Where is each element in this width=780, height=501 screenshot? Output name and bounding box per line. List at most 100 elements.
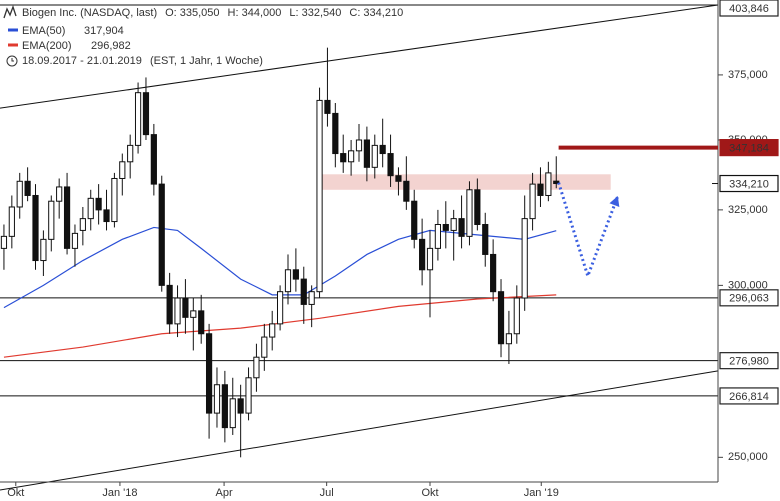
candle-body bbox=[505, 333, 513, 345]
x-tick-label: Jan '19 bbox=[524, 487, 559, 499]
candle-body bbox=[324, 99, 331, 114]
candle-body bbox=[403, 180, 410, 202]
level-box bbox=[719, 0, 779, 17]
target-box bbox=[719, 139, 779, 157]
candle-body bbox=[158, 183, 165, 286]
quote-low: L: 332,540 bbox=[289, 7, 341, 19]
last-price-label: 334,210 bbox=[729, 178, 769, 190]
candle-body bbox=[490, 253, 497, 293]
candle-body bbox=[48, 200, 55, 240]
candle-body bbox=[308, 291, 315, 305]
candle-body bbox=[71, 232, 79, 249]
level-label: 403,846 bbox=[729, 3, 769, 15]
resistance-zone bbox=[318, 174, 611, 190]
candle-body bbox=[521, 218, 528, 299]
legend-value: 317,904 bbox=[84, 25, 124, 37]
candle-body bbox=[442, 223, 449, 231]
candle-body bbox=[190, 310, 197, 318]
candle-body bbox=[332, 112, 339, 155]
period: 18.09.2017 - 21.01.2019 bbox=[22, 55, 142, 67]
candle-body bbox=[40, 238, 47, 262]
candle-body bbox=[363, 139, 370, 168]
candle-body bbox=[419, 238, 426, 271]
chart-title: Biogen Inc. (NASDAQ, last) bbox=[22, 7, 157, 19]
legend-entry: EMA(200) 296,982 bbox=[8, 40, 131, 52]
candle-body bbox=[269, 323, 276, 338]
candle-body bbox=[119, 161, 126, 179]
candle-body bbox=[174, 297, 181, 325]
candle-body bbox=[150, 134, 157, 185]
level-box bbox=[719, 289, 779, 307]
candle-body bbox=[87, 197, 94, 220]
candle-body bbox=[245, 377, 252, 414]
y-tick-label: 325,000 bbox=[728, 204, 768, 216]
candle-body bbox=[466, 189, 473, 237]
quote-close: C: 334,210 bbox=[349, 7, 403, 19]
quote-open: O: 335,050 bbox=[165, 7, 219, 19]
candle-body bbox=[221, 384, 228, 429]
candle-body bbox=[134, 92, 142, 146]
candle-body bbox=[411, 200, 418, 240]
projection-arrowhead bbox=[609, 196, 620, 207]
clock-icon bbox=[6, 55, 18, 67]
candle-body bbox=[182, 297, 189, 318]
x-tick-label: Jul bbox=[320, 487, 334, 499]
legend-value: 296,982 bbox=[91, 40, 131, 52]
candle-body bbox=[348, 150, 355, 163]
y-tick-label: 300,000 bbox=[728, 279, 768, 291]
plot-area bbox=[0, 4, 719, 491]
candle-body bbox=[379, 144, 386, 155]
candle-body bbox=[103, 209, 110, 223]
candle-body bbox=[284, 269, 292, 293]
candle-body bbox=[340, 153, 347, 163]
candle-body bbox=[95, 197, 102, 211]
candle-body bbox=[16, 180, 23, 208]
level-box bbox=[719, 387, 779, 405]
candle-body bbox=[127, 144, 134, 163]
trendline bbox=[0, 370, 719, 491]
legend-label: EMA(200) bbox=[22, 40, 72, 52]
chart-icon bbox=[3, 5, 17, 19]
candle-body bbox=[371, 144, 378, 168]
candle-body bbox=[355, 139, 363, 152]
candle-body bbox=[316, 99, 323, 293]
candle-body bbox=[0, 235, 8, 249]
candle-body bbox=[237, 398, 244, 414]
candle-body bbox=[497, 291, 505, 345]
candle-body bbox=[79, 218, 86, 231]
candle-body bbox=[434, 223, 442, 249]
trendline bbox=[0, 4, 719, 109]
legend-entry: EMA(50) 317,904 bbox=[8, 25, 124, 37]
candle-body bbox=[395, 175, 402, 182]
candle-body bbox=[276, 291, 284, 325]
candle-body bbox=[426, 247, 434, 271]
candle-body bbox=[8, 206, 15, 237]
candle-body bbox=[111, 177, 118, 223]
candle-body bbox=[253, 356, 260, 379]
candle-body bbox=[261, 336, 268, 358]
candle-body bbox=[56, 186, 63, 202]
target-label: 347,184 bbox=[729, 143, 769, 155]
y-tick-label: 375,000 bbox=[728, 69, 768, 81]
candle-body bbox=[553, 180, 560, 185]
candle-body bbox=[458, 218, 465, 237]
candle-body bbox=[198, 310, 205, 335]
candle-body bbox=[513, 297, 520, 335]
level-label: 276,980 bbox=[729, 356, 769, 368]
candle-body bbox=[474, 189, 481, 225]
x-tick-label: Okt bbox=[421, 487, 438, 499]
candle-body bbox=[450, 218, 457, 231]
legend-label: EMA(50) bbox=[22, 25, 65, 37]
x-tick-label: Okt bbox=[7, 487, 24, 499]
candle-body bbox=[537, 183, 544, 196]
candle-body bbox=[213, 384, 221, 414]
level-label: 266,814 bbox=[729, 391, 769, 403]
candle-body bbox=[24, 180, 31, 196]
level-box bbox=[719, 352, 779, 370]
candle-body bbox=[32, 194, 39, 262]
candle-body bbox=[142, 92, 150, 136]
candle-body bbox=[300, 278, 307, 305]
x-tick-label: Jan '18 bbox=[102, 487, 137, 499]
